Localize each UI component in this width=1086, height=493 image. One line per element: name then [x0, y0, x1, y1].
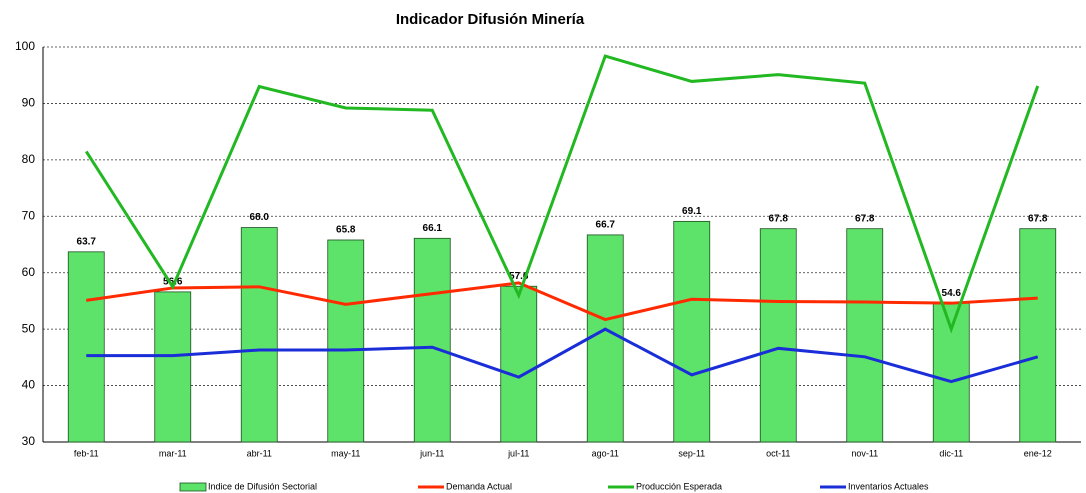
- y-tick-label: 70: [22, 208, 36, 222]
- data-label: 67.8: [769, 213, 789, 224]
- y-tick-label: 90: [22, 96, 36, 110]
- x-tick-label: oct-11: [766, 448, 790, 458]
- chart-title: Indicador Difusión Minería: [396, 11, 585, 28]
- x-tick-label: may-11: [331, 448, 360, 458]
- legend-label: Demanda Actual: [446, 481, 512, 491]
- bar: [413, 237, 451, 443]
- bar: [586, 234, 624, 443]
- legend-label: Indice de Difusión Sectorial: [208, 481, 317, 491]
- y-tick-label: 50: [22, 321, 36, 335]
- y-tick-label: 30: [22, 434, 36, 448]
- data-label: 67.8: [855, 213, 875, 224]
- data-label: 57.6: [509, 271, 529, 282]
- bar: [932, 302, 970, 443]
- x-tick-label: dic-11: [939, 448, 963, 458]
- data-label: 54.6: [942, 288, 962, 299]
- bar: [846, 228, 884, 443]
- data-label: 68.0: [250, 212, 270, 223]
- bar: [1019, 228, 1057, 443]
- y-tick-label: 100: [15, 39, 35, 53]
- x-tick-label: ago-11: [592, 448, 619, 458]
- legend-swatch: [179, 482, 207, 492]
- line-series: [86, 327, 1039, 384]
- data-label: 69.1: [682, 206, 702, 217]
- x-tick-label: ene-12: [1024, 448, 1052, 458]
- bar: [500, 285, 538, 443]
- x-tick-label: jun-11: [419, 448, 444, 458]
- x-tick-label: sep-11: [678, 448, 705, 458]
- bar: [327, 239, 365, 443]
- data-label: 56.6: [163, 277, 183, 288]
- data-label: 65.8: [336, 225, 356, 236]
- legend-label: Producción Esperada: [636, 481, 722, 491]
- bar: [673, 220, 711, 443]
- bar: [759, 228, 797, 443]
- y-tick-label: 40: [22, 378, 36, 392]
- bar: [240, 227, 278, 443]
- line-series: [84, 54, 1040, 334]
- data-label: 66.1: [423, 223, 443, 234]
- y-tick-label: 80: [22, 152, 36, 166]
- data-label: 63.7: [77, 236, 97, 247]
- x-tick-label: feb-11: [74, 448, 99, 458]
- data-label: 67.8: [1028, 213, 1048, 224]
- bar: [67, 251, 105, 443]
- x-tick-label: jul-11: [507, 448, 529, 458]
- x-tick-label: abr-11: [247, 448, 272, 458]
- line-series: [86, 281, 1038, 322]
- x-tick-label: mar-11: [159, 448, 187, 458]
- x-tick-label: nov-11: [851, 448, 878, 458]
- y-tick-label: 60: [22, 265, 36, 279]
- legend-label: Inventarios Actuales: [848, 481, 929, 491]
- bar: [154, 291, 192, 443]
- data-label: 66.7: [596, 220, 616, 231]
